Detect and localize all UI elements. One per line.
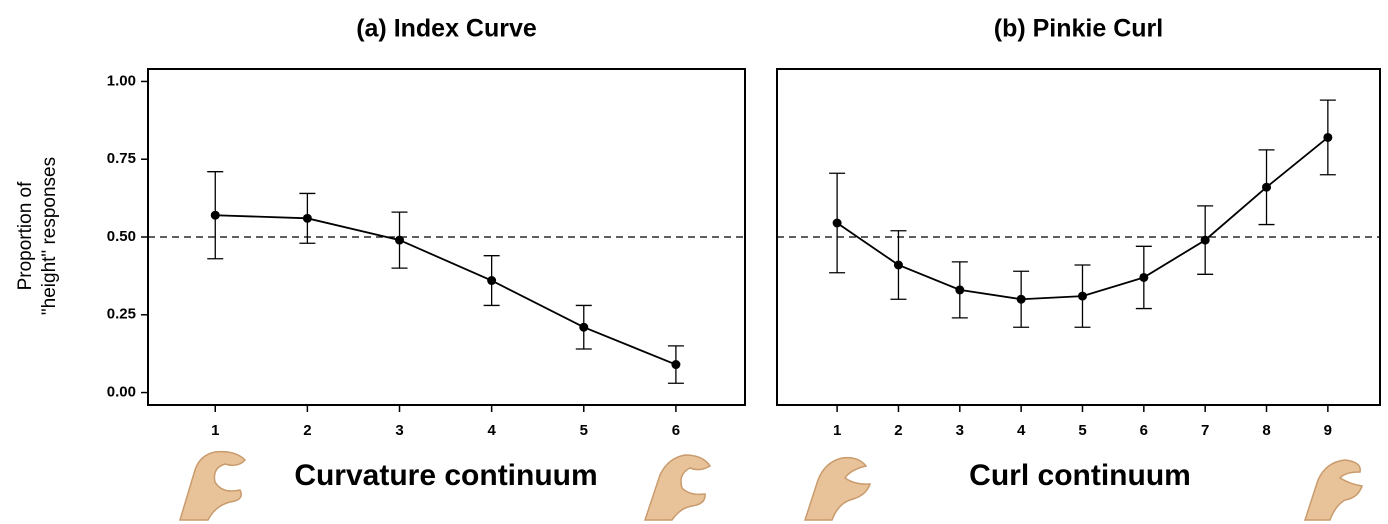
data-point bbox=[303, 214, 312, 223]
figure: (a) Index Curve Curvature continuum Propor… bbox=[0, 0, 1388, 524]
data-point bbox=[833, 219, 842, 228]
x-tick-label: 4 bbox=[487, 422, 496, 439]
x-tick-label: 2 bbox=[303, 422, 311, 439]
data-point bbox=[1323, 133, 1332, 142]
y-tick-label: 1.00 bbox=[107, 72, 136, 89]
x-tick-label: 8 bbox=[1262, 422, 1270, 439]
data-point bbox=[1078, 292, 1087, 301]
data-point bbox=[671, 360, 680, 369]
x-tick-label: 6 bbox=[672, 422, 680, 439]
data-point bbox=[395, 236, 404, 245]
data-point bbox=[955, 285, 964, 294]
x-tick-label: 3 bbox=[956, 422, 964, 439]
x-tick-label: 9 bbox=[1324, 422, 1332, 439]
x-tick-label: 1 bbox=[211, 422, 219, 439]
data-point bbox=[579, 323, 588, 332]
y-tick-label: 0.25 bbox=[107, 306, 136, 323]
x-tick-label: 5 bbox=[580, 422, 588, 439]
x-tick-label: 7 bbox=[1201, 422, 1209, 439]
data-point bbox=[487, 276, 496, 285]
x-tick-label: 2 bbox=[894, 422, 902, 439]
x-axis-label: Curl continuum bbox=[969, 459, 1191, 492]
data-point bbox=[894, 261, 903, 270]
y-tick-label: 0.50 bbox=[107, 228, 136, 245]
data-point bbox=[1139, 273, 1148, 282]
panel-title: (a) Index Curve bbox=[356, 15, 537, 43]
panel-title: (b) Pinkie Curl bbox=[994, 15, 1163, 43]
data-point bbox=[1262, 183, 1271, 192]
y-tick-label: 0.75 bbox=[107, 150, 136, 167]
data-point bbox=[211, 211, 220, 220]
data-point bbox=[1017, 295, 1026, 304]
y-tick-label: 0.00 bbox=[107, 384, 136, 401]
x-tick-label: 6 bbox=[1140, 422, 1148, 439]
x-tick-label: 5 bbox=[1078, 422, 1086, 439]
y-axis-label: Proportion of bbox=[15, 181, 36, 291]
y-axis-label: "height" responses bbox=[39, 157, 60, 315]
x-tick-label: 1 bbox=[833, 422, 841, 439]
data-point bbox=[1201, 236, 1210, 245]
x-tick-label: 4 bbox=[1017, 422, 1026, 439]
x-axis-label: Curvature continuum bbox=[294, 459, 597, 492]
x-tick-label: 3 bbox=[395, 422, 403, 439]
